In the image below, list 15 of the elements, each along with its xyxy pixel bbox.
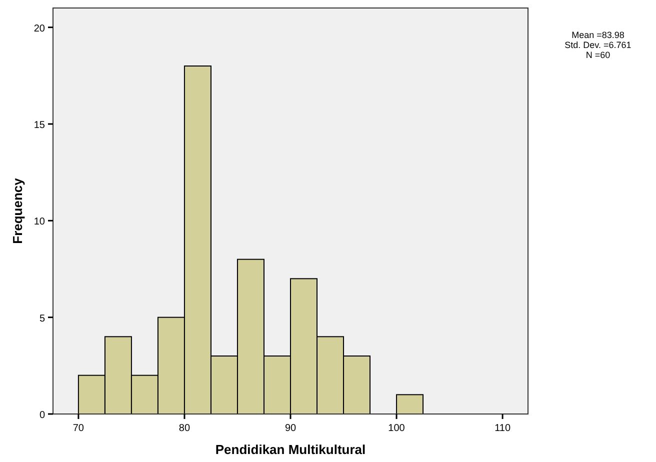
y-tick-label: 15 [34,120,46,131]
y-tick-label: 5 [39,313,46,324]
text: Mean =83.98 [572,30,624,40]
x-tick-label: 90 [284,423,296,434]
y-tick-label: 10 [34,216,46,228]
text: N =60 [586,50,610,60]
y-tick-label: 0 [39,410,46,421]
y-axis-title: Frequency [10,177,25,244]
x-tick-label: 110 [494,423,511,434]
text: Std. Dev. =6.761 [564,40,632,50]
y-tick-label: 20 [34,23,46,34]
x-tick-label: 100 [388,423,406,434]
x-tick-label: 70 [72,423,84,434]
x-tick-label: 80 [178,423,190,434]
x-axis-title: Pendidikan Multikultural [215,442,366,457]
